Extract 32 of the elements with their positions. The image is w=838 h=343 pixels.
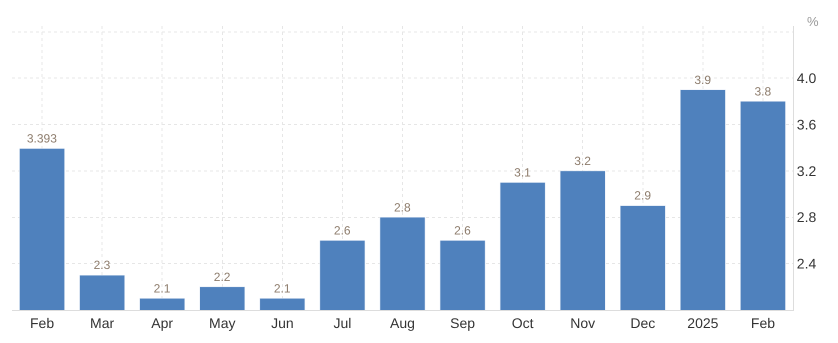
x-tick-label: 2025 — [687, 314, 719, 331]
data-label: 3.2 — [574, 154, 592, 168]
data-label: 2.1 — [154, 281, 171, 296]
data-label: 2.6 — [454, 223, 472, 238]
x-tick-label: Feb — [30, 314, 54, 331]
x-tick-label: Mar — [90, 314, 115, 331]
y-axis-title: % — [807, 14, 819, 29]
x-tick-label: Sep — [450, 314, 476, 331]
y-tick-label: 2.4 — [796, 256, 816, 272]
data-label: 3.8 — [754, 84, 772, 98]
y-tick-label: 3.6 — [796, 116, 816, 132]
y-tick-label: 4.0 — [796, 70, 816, 86]
y-tick-label: 3.2 — [796, 162, 816, 179]
x-tick-label: Feb — [750, 314, 776, 331]
x-tick-label: Jul — [333, 314, 352, 331]
x-tick-label: Nov — [570, 314, 596, 331]
data-label: 3.9 — [694, 72, 712, 87]
x-tick-label: Jun — [271, 314, 294, 331]
x-tick-label: Aug — [390, 314, 415, 331]
data-label: 2.6 — [334, 223, 351, 238]
x-tick-label: May — [209, 314, 236, 331]
data-label: 3.1 — [514, 165, 532, 180]
x-tick-label: Dec — [630, 314, 656, 331]
data-label: 2.3 — [94, 258, 111, 272]
data-label: 2.8 — [394, 200, 412, 214]
data-label: 2.9 — [634, 188, 652, 203]
data-label: 2.2 — [214, 270, 231, 284]
y-tick-label: 2.8 — [796, 209, 816, 226]
x-tick-label: Oct — [512, 314, 534, 331]
data-label: 3.393 — [26, 132, 58, 146]
data-label: 2.1 — [274, 281, 291, 296]
x-tick-label: Apr — [151, 314, 174, 331]
